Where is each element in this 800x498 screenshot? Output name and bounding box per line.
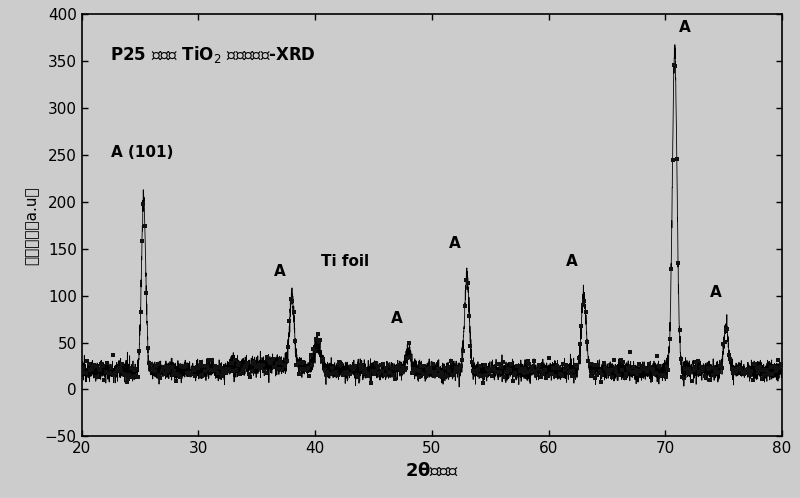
Text: A: A [679,20,691,35]
Text: A: A [710,285,722,300]
Text: A: A [274,264,286,279]
Text: P25 包覆的 TiO$_2$ 纳米管阵列-XRD: P25 包覆的 TiO$_2$ 纳米管阵列-XRD [110,44,315,65]
X-axis label: $\bf{2\theta}$（度）: $\bf{2\theta}$（度） [405,462,459,480]
Text: A: A [566,254,578,269]
Y-axis label: 衍射强度（a.u）: 衍射强度（a.u） [24,186,39,264]
Text: A (101): A (101) [111,145,174,160]
Text: A: A [391,311,402,326]
Text: A: A [450,236,461,250]
Text: Ti foil: Ti foil [321,254,369,269]
